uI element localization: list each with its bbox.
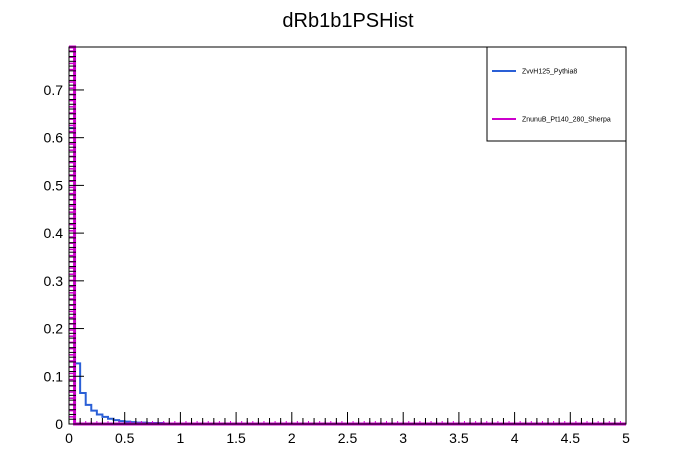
y-tick-label: 0.6	[44, 130, 64, 146]
x-tick-label: 1	[177, 430, 185, 446]
y-tick-label: 0.4	[44, 225, 64, 241]
y-tick-label: 0.5	[44, 177, 64, 193]
legend: ZvvH125_Pythia8 ZnunuB_Pt140_280_Sherpa	[486, 46, 627, 142]
y-tick-label: 0	[55, 416, 63, 432]
y-tick-label: 0.1	[44, 368, 64, 384]
x-tick-label: 2	[288, 430, 296, 446]
y-axis: 0 0.1 0.2 0.3 0.4 0.5 0.6 0.7	[44, 51, 84, 432]
y-tick-label: 0.7	[44, 82, 64, 98]
x-tick-label: 3	[399, 430, 407, 446]
legend-label-2: ZnunuB_Pt140_280_Sherpa	[522, 117, 611, 124]
legend-label-1: ZvvH125_Pythia8	[522, 69, 577, 76]
chart-title: dRb1b1PSHist	[282, 10, 414, 32]
y-tick-label: 0.3	[44, 273, 64, 289]
x-tick-label: 2.5	[338, 430, 358, 446]
legend-box	[486, 46, 627, 142]
x-tick-label: 5	[622, 430, 630, 446]
x-tick-label: 4.5	[561, 430, 581, 446]
x-tick-label: 4	[511, 430, 519, 446]
x-tick-label: 3.5	[449, 430, 469, 446]
series-line-1	[69, 127, 626, 425]
x-axis: 0 0.5 1 1.5 2 2.5 3 3.5 4 4.5 5	[65, 412, 630, 446]
x-tick-label: 0.5	[115, 430, 135, 446]
x-tick-label: 1.5	[226, 430, 246, 446]
y-tick-label: 0.2	[44, 321, 64, 337]
x-tick-label: 0	[65, 430, 73, 446]
